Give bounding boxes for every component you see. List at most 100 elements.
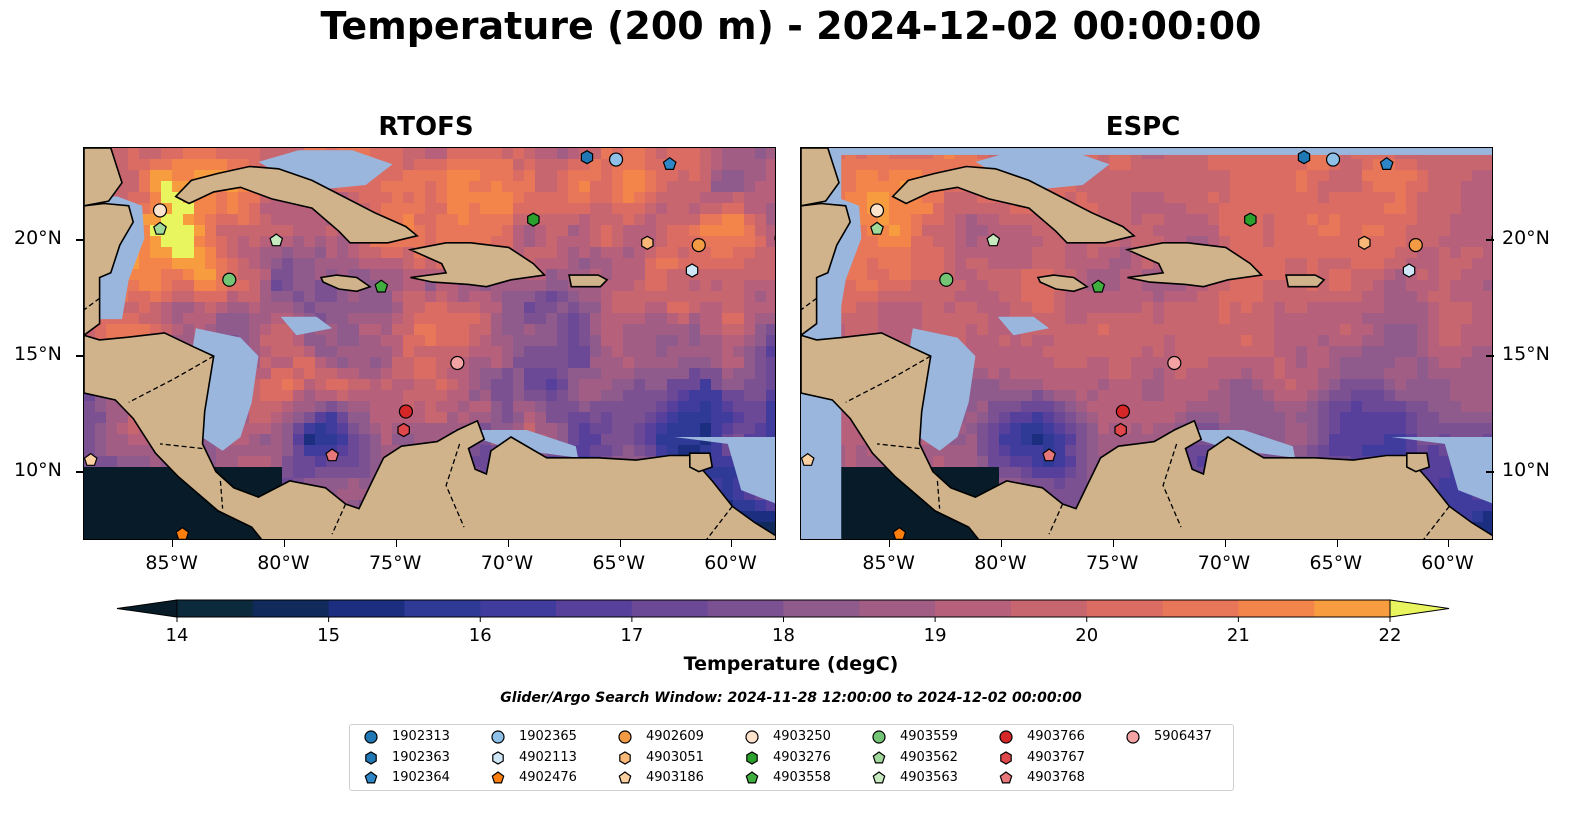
platform-1902313[interactable] (1491, 232, 1493, 245)
colorbar-swatch (1314, 600, 1391, 617)
platform-1902364[interactable] (662, 156, 677, 170)
colorbar-swatch (1010, 600, 1088, 617)
x-tick-mark (172, 540, 174, 547)
platform-4903559[interactable] (939, 272, 954, 287)
x-tick-mark (1224, 540, 1226, 547)
colorbar-tick-label: 14 (166, 625, 189, 646)
colorbar-swatch (707, 600, 784, 617)
platform-4902476[interactable] (175, 526, 190, 540)
y-tick-label: 15°N (14, 343, 62, 366)
pentagon-icon (745, 771, 759, 784)
platform-4903767[interactable] (1114, 422, 1127, 438)
platform-4903276[interactable] (527, 212, 540, 227)
x-tick-label: 65°W (1309, 552, 1362, 574)
colorbar-swatch (783, 600, 860, 617)
platform-5906437[interactable] (1167, 355, 1182, 371)
platform-4903559[interactable] (222, 272, 237, 287)
legend-label: 4903250 (773, 729, 831, 744)
colorbar-under-arrow (116, 599, 178, 618)
x-tick-label: 85°W (145, 552, 198, 574)
colorbar-tick-label: 20 (1075, 625, 1098, 646)
platform-4903562[interactable] (153, 221, 167, 235)
platform-4903250[interactable] (152, 203, 168, 218)
platform-4903563[interactable] (986, 233, 1001, 247)
land (801, 148, 1492, 539)
map-rtofs[interactable] (83, 147, 776, 540)
x-tick-mark (1112, 540, 1114, 547)
y-tick-mark (1486, 470, 1494, 473)
platform-1902365[interactable] (608, 152, 624, 167)
colorbar-tick-label: 21 (1227, 625, 1250, 646)
land-nw (801, 148, 840, 207)
x-tick-label: 60°W (1421, 552, 1474, 574)
platform-4902476[interactable] (892, 526, 907, 540)
platform-4903766[interactable] (1115, 404, 1131, 419)
colorbar-swatch (404, 600, 481, 617)
platform-4903562[interactable] (870, 221, 884, 235)
panel-title-espc: ESPC (1105, 112, 1181, 142)
x-tick-label: 85°W (862, 552, 915, 574)
x-tick-mark (1001, 540, 1003, 547)
platform-4903767[interactable] (397, 422, 410, 438)
circle-icon (364, 730, 378, 744)
y-tick-label: 20°N (14, 227, 62, 250)
platform-1902365[interactable] (1325, 152, 1341, 167)
land-pr (568, 274, 609, 288)
pentagon-icon (618, 771, 632, 784)
colorbar-tick-label: 22 (1379, 625, 1402, 646)
legend-label: 5906437 (1154, 729, 1212, 744)
platform-4902609[interactable] (1408, 237, 1423, 253)
platform-4903051[interactable] (1358, 235, 1371, 250)
colorbar-swatch (480, 600, 557, 617)
platform-4903051[interactable] (641, 235, 654, 250)
platform-4903276[interactable] (1244, 212, 1257, 227)
circle-icon (1126, 730, 1140, 744)
x-tick-label: 70°W (480, 552, 534, 574)
x-tick-label: 70°W (1197, 552, 1251, 574)
land-trin (688, 452, 714, 473)
x-tick-mark (1336, 540, 1338, 547)
platform-4903186[interactable] (801, 452, 815, 466)
colorbar-swatch (328, 600, 405, 617)
platform-4903186[interactable] (84, 452, 98, 466)
colorbar-swatch (631, 600, 709, 617)
platform-5906437[interactable] (450, 355, 465, 371)
legend-label: 4903559 (900, 729, 958, 744)
colorbar-swatch (1162, 600, 1239, 617)
platform-4903563[interactable] (269, 233, 284, 247)
platform-markers (801, 150, 1493, 540)
land-hisp (1124, 242, 1264, 288)
map-espc[interactable] (800, 147, 1493, 540)
land-cam (801, 332, 1492, 539)
platform-1902363[interactable] (580, 150, 594, 165)
platform-1902364[interactable] (1379, 156, 1394, 170)
colorbar-swatch (1086, 600, 1164, 617)
platform-4903558[interactable] (374, 279, 389, 293)
figure-title: Temperature (200 m) - 2024-12-02 00:00:0… (320, 4, 1262, 48)
x-tick-label: 75°W (368, 552, 422, 574)
land-trin (1405, 452, 1431, 473)
colorbar-over-arrow (1389, 599, 1450, 618)
country-borders (801, 297, 1450, 539)
x-tick-label: 60°W (704, 552, 757, 574)
platform-4903768[interactable] (325, 448, 340, 462)
land-cuba (174, 165, 419, 244)
platform-1902363[interactable] (1297, 150, 1311, 165)
legend-label: 4903563 (900, 770, 958, 785)
platform-4902609[interactable] (691, 237, 706, 253)
platform-4902113[interactable] (1402, 263, 1416, 278)
y-tick-label: 20°N (1502, 227, 1550, 250)
platform-4903768[interactable] (1042, 448, 1057, 462)
colorbar-tick-label: 18 (772, 625, 795, 646)
colorbar-label: Temperature (degC) (683, 653, 899, 675)
circle-icon (491, 730, 505, 744)
platform-4902113[interactable] (685, 263, 699, 278)
colorbar-swatch (556, 600, 633, 617)
colorbar-swatch (252, 600, 330, 617)
platform-4903766[interactable] (398, 404, 414, 419)
x-tick-label: 80°W (257, 552, 310, 574)
pentagon-icon (999, 771, 1013, 784)
platform-4903250[interactable] (869, 203, 885, 218)
platform-1902313[interactable] (774, 232, 776, 245)
platform-4903558[interactable] (1091, 279, 1106, 293)
